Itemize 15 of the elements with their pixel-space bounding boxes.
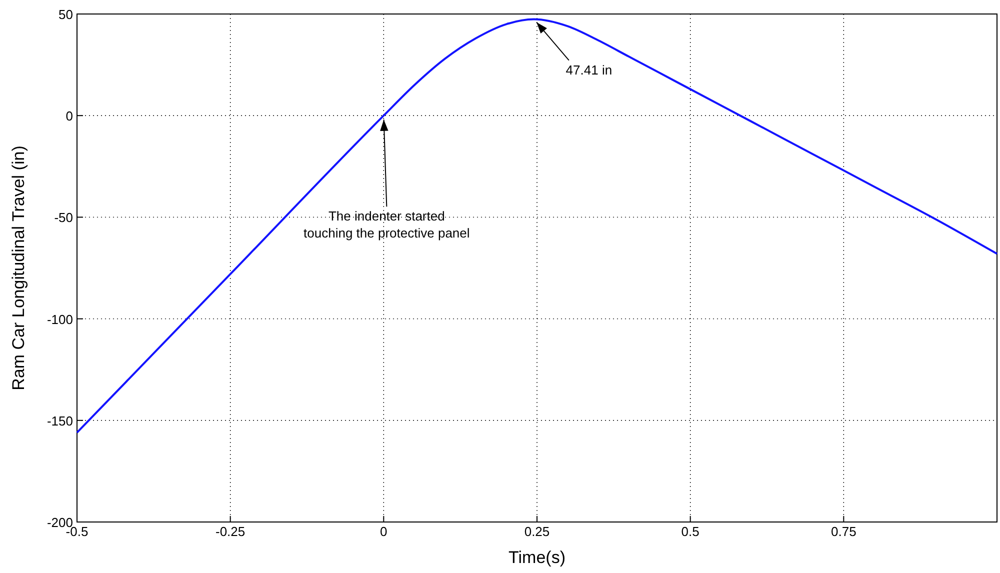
x-tick-label: 0.75 [831, 524, 856, 539]
y-tick-label: -100 [46, 312, 73, 327]
line-series [76, 18, 998, 434]
y-tick-label: -150 [46, 413, 73, 428]
x-tick-label: 0.25 [524, 524, 550, 539]
y-axis-title: Ram Car Longitudinal Travel (in) [9, 146, 28, 390]
x-tick-label: 0 [380, 524, 388, 539]
x-tick-label: 0.5 [681, 524, 700, 539]
y-tick-label: 0 [66, 108, 73, 124]
annotation: 47.41 in [566, 62, 612, 78]
y-tick-label: -50 [54, 210, 73, 226]
x-tick-label: -0.25 [216, 524, 246, 539]
y-tick-label: 50 [58, 7, 73, 22]
x-axis-title: Time(s) [508, 548, 566, 567]
annotation: The indenter started touching the protective panel [304, 208, 470, 241]
